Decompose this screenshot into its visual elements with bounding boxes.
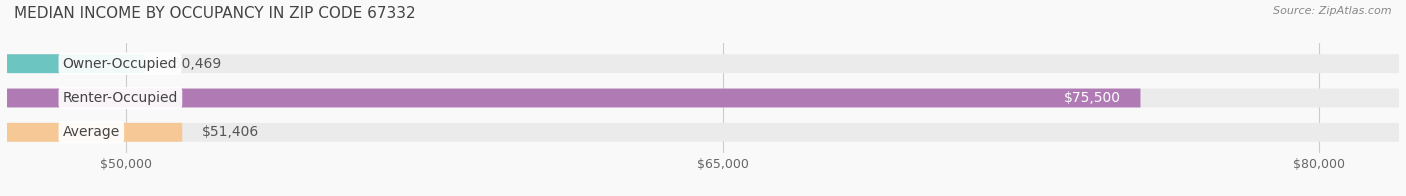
FancyBboxPatch shape — [7, 54, 1399, 73]
Text: MEDIAN INCOME BY OCCUPANCY IN ZIP CODE 67332: MEDIAN INCOME BY OCCUPANCY IN ZIP CODE 6… — [14, 6, 416, 21]
Text: $75,500: $75,500 — [1063, 91, 1121, 105]
Text: Owner-Occupied: Owner-Occupied — [63, 57, 177, 71]
Text: Average: Average — [63, 125, 120, 139]
FancyBboxPatch shape — [7, 89, 1399, 107]
FancyBboxPatch shape — [7, 123, 183, 142]
FancyBboxPatch shape — [7, 89, 1140, 107]
Text: Renter-Occupied: Renter-Occupied — [63, 91, 179, 105]
FancyBboxPatch shape — [7, 123, 1399, 142]
Text: Source: ZipAtlas.com: Source: ZipAtlas.com — [1274, 6, 1392, 16]
Text: $51,406: $51,406 — [202, 125, 259, 139]
Text: $50,469: $50,469 — [165, 57, 222, 71]
FancyBboxPatch shape — [7, 54, 145, 73]
